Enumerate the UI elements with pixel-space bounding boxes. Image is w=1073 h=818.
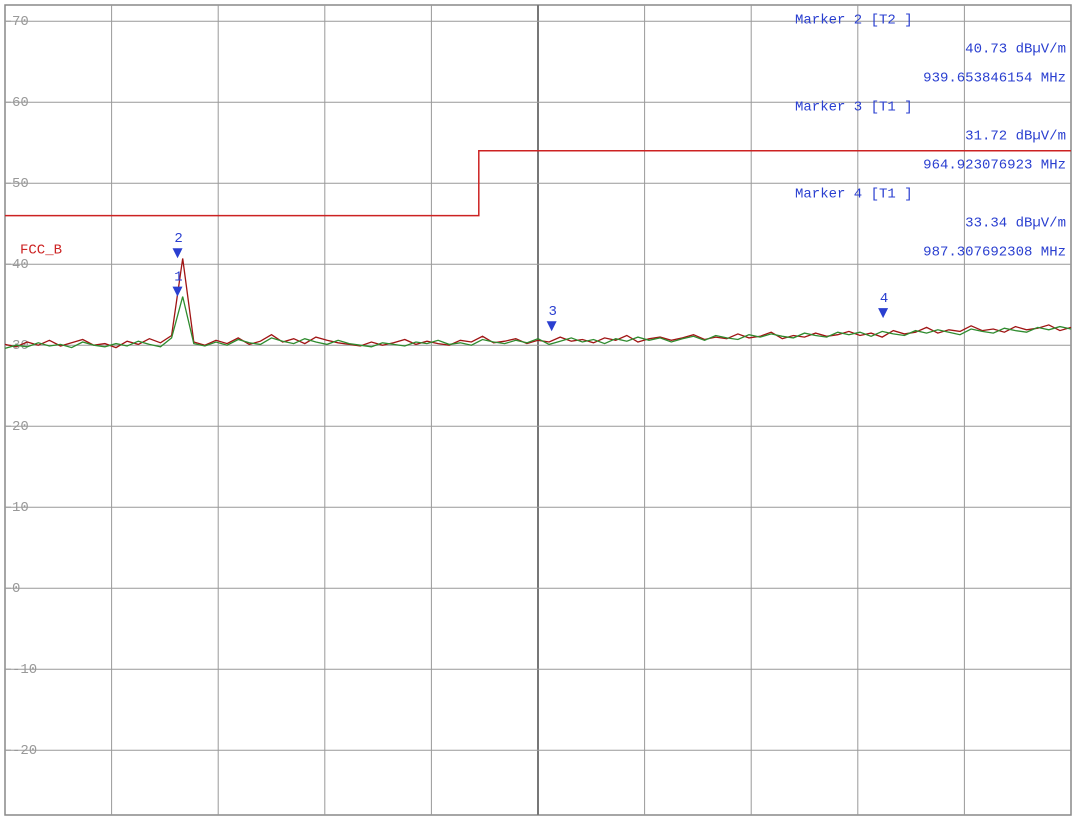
marker-level: 40.73 dBµV/m	[965, 42, 1066, 58]
marker-frequency: 987.307692308 MHz	[923, 245, 1066, 261]
limit-line-label: FCC_B	[20, 243, 62, 259]
marker-label: 2	[174, 231, 182, 247]
marker-level: 31.72 dBµV/m	[965, 129, 1066, 145]
y-tick-label: -20	[12, 743, 37, 759]
marker-triangle	[172, 248, 183, 259]
y-tick-label: 50	[12, 176, 29, 192]
trace	[4, 258, 1072, 349]
y-tick-label: -10	[12, 662, 37, 678]
marker-title: Marker 2 [T2 ]	[795, 13, 913, 29]
y-tick-label: 70	[12, 14, 29, 30]
y-tick-label: 10	[12, 500, 29, 516]
y-tick-label: 0	[12, 581, 20, 597]
trace	[4, 296, 1072, 350]
marker-frequency: 939.653846154 MHz	[923, 71, 1066, 87]
y-tick-label: 60	[12, 95, 29, 111]
marker-title: Marker 4 [T1 ]	[795, 187, 913, 203]
y-tick-label: 40	[12, 257, 29, 273]
marker-label: 3	[548, 304, 556, 320]
marker-triangle	[172, 286, 183, 297]
marker-level: 33.34 dBµV/m	[965, 216, 1066, 232]
limit-line	[5, 150, 1071, 217]
y-tick-label: 20	[12, 419, 29, 435]
marker-label: 1	[174, 269, 182, 285]
marker-triangle	[546, 321, 557, 332]
marker-frequency: 964.923076923 MHz	[923, 158, 1066, 174]
marker-triangle	[878, 308, 889, 319]
marker-label: 4	[880, 291, 888, 307]
marker-title: Marker 3 [T1 ]	[795, 100, 913, 116]
